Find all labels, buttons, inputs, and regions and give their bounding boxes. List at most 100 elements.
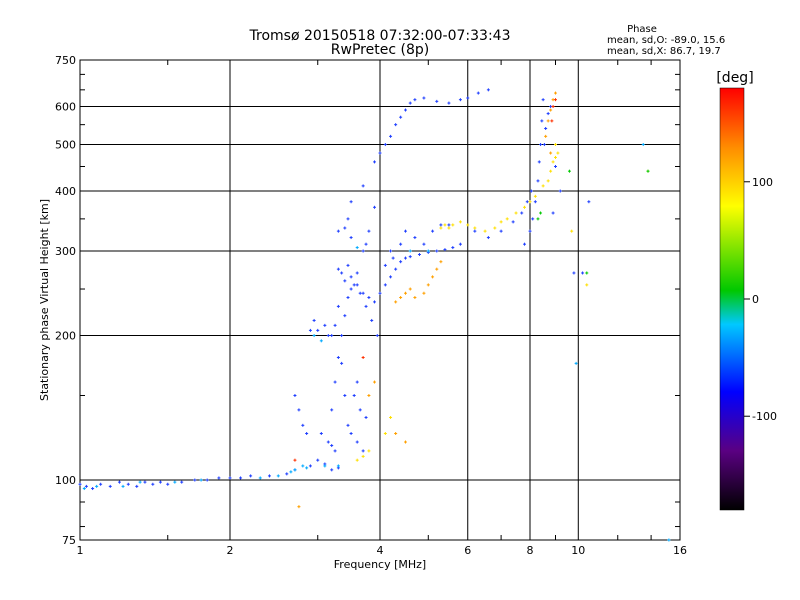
data-point: [558, 189, 562, 193]
data-point: [323, 323, 327, 327]
data-point: [391, 256, 395, 260]
data-point: [370, 318, 374, 322]
data-point: [451, 246, 455, 250]
data-point: [121, 484, 125, 488]
colorbar-tick-label: -100: [752, 410, 777, 423]
data-point: [367, 229, 371, 233]
data-point: [399, 296, 403, 300]
data-point: [349, 275, 353, 279]
data-point: [82, 487, 86, 491]
data-point: [408, 255, 412, 259]
data-point: [276, 474, 280, 478]
data-point: [533, 194, 537, 198]
x-tick-label: 10: [571, 544, 585, 557]
data-point: [551, 160, 555, 164]
data-point: [413, 236, 417, 240]
data-point: [346, 423, 350, 427]
data-point: [326, 334, 330, 338]
data-point: [523, 205, 527, 209]
y-tick-label: 100: [55, 474, 76, 487]
data-point: [343, 314, 347, 318]
data-point: [352, 394, 356, 398]
x-tick-label: 4: [377, 544, 384, 557]
data-point: [546, 119, 550, 123]
data-point: [587, 200, 591, 204]
data-point: [511, 220, 515, 224]
data-point: [476, 91, 480, 95]
data-point: [373, 380, 377, 384]
data-point: [549, 108, 553, 112]
data-point: [585, 271, 589, 275]
data-point: [567, 169, 571, 173]
data-point: [403, 108, 407, 112]
x-tick-label: 2: [227, 544, 234, 557]
data-point: [138, 480, 142, 484]
data-point: [364, 242, 368, 246]
data-point: [458, 98, 462, 102]
data-point: [217, 476, 221, 480]
data-point: [536, 179, 540, 183]
data-point: [373, 300, 377, 304]
data-point: [553, 164, 557, 168]
data-point: [352, 283, 356, 287]
colorbar-label: [deg]: [716, 70, 753, 86]
data-point: [151, 482, 155, 486]
data-point: [323, 464, 327, 468]
data-point: [349, 236, 353, 240]
data-point: [336, 355, 340, 359]
data-point: [389, 415, 393, 419]
x-tick-label: 6: [464, 544, 471, 557]
x-tick-label: 8: [527, 544, 534, 557]
y-tick-label: 400: [55, 185, 76, 198]
data-point: [293, 458, 297, 462]
data-point: [180, 480, 184, 484]
data-point: [417, 253, 421, 257]
data-point: [135, 484, 139, 488]
data-point: [336, 464, 340, 468]
data-point: [333, 323, 337, 327]
data-point: [361, 355, 365, 359]
data-point: [439, 226, 443, 230]
data-point: [399, 115, 403, 119]
data-point: [355, 271, 359, 275]
data-point: [340, 271, 344, 275]
data-point: [336, 304, 340, 308]
data-point: [364, 415, 368, 419]
data-point: [358, 291, 362, 295]
data-point: [361, 449, 365, 453]
data-point: [108, 484, 112, 488]
data-point: [340, 361, 344, 365]
data-point: [528, 200, 532, 204]
data-point: [361, 249, 365, 253]
data-point: [458, 220, 462, 224]
data-point: [553, 91, 557, 95]
data-point: [389, 134, 393, 138]
data-point: [308, 464, 312, 468]
y-tick-label: 300: [55, 245, 76, 258]
data-point: [546, 179, 550, 183]
data-point: [394, 267, 398, 271]
data-point: [312, 318, 316, 322]
data-point: [330, 408, 334, 412]
data-point: [553, 155, 557, 159]
data-point: [346, 217, 350, 221]
data-point: [349, 287, 353, 291]
data-point: [426, 283, 430, 287]
data-point: [667, 538, 671, 542]
data-point: [403, 229, 407, 233]
data-point: [383, 263, 387, 267]
data-point: [572, 271, 576, 275]
chart-subtitle: RwPretec (8p): [331, 42, 429, 58]
data-point: [413, 98, 417, 102]
data-point: [539, 211, 543, 215]
data-point: [435, 99, 439, 103]
data-point: [375, 334, 379, 338]
data-point: [95, 484, 99, 488]
colorbar-ticks: 100 0 -100: [744, 176, 777, 423]
y-tick-label: 500: [55, 139, 76, 152]
data-point: [483, 229, 487, 233]
data-point: [361, 291, 365, 295]
data-point: [531, 217, 535, 221]
data-point: [378, 151, 382, 155]
